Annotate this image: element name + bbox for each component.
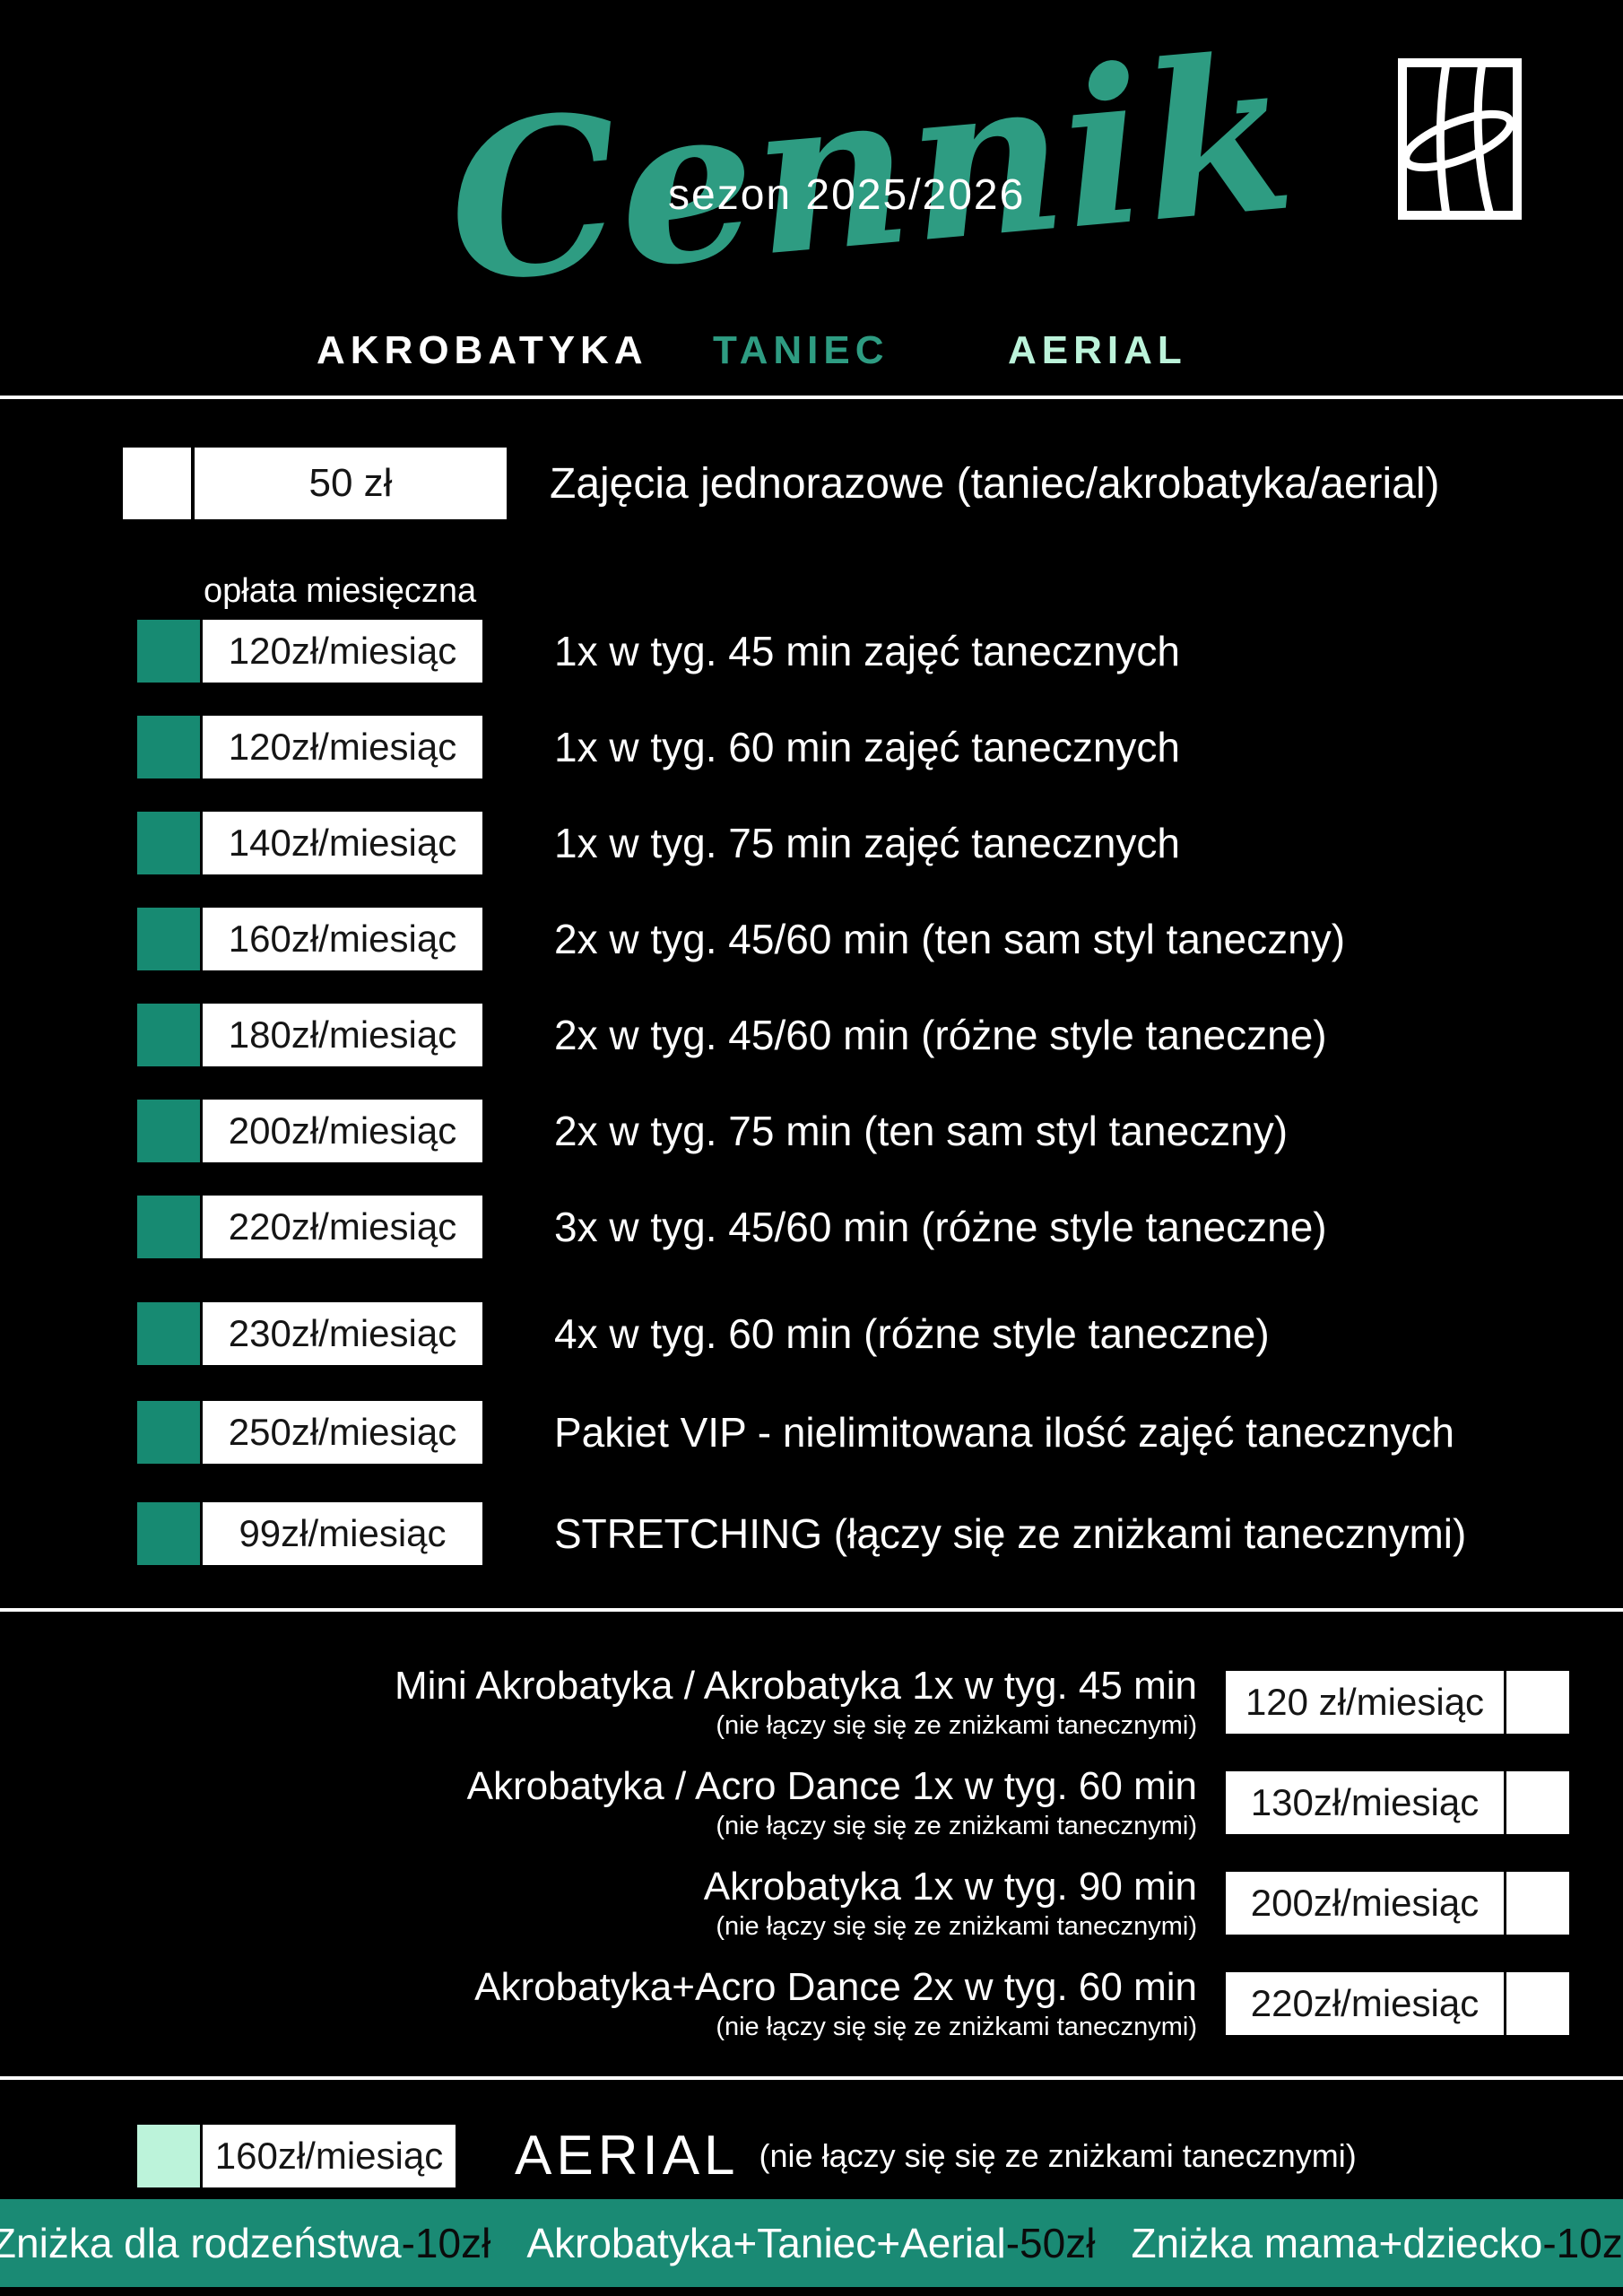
divider-aerial	[0, 2076, 1623, 2080]
acro-plan-row: Mini Akrobatyka / Akrobatyka 1x w tyg. 4…	[395, 1652, 1569, 1752]
divider-acro	[0, 1608, 1623, 1612]
single-class-price-box: 50 zł	[195, 448, 507, 519]
plan-description: Pakiet VIP - nielimitowana ilość zajęć t…	[554, 1409, 1454, 1456]
studio-logo-icon	[1397, 57, 1523, 225]
plan-description: 4x w tyg. 60 min (różne style taneczne)	[554, 1310, 1270, 1357]
category-aerial: AERIAL	[1008, 328, 1187, 372]
divider-top	[0, 396, 1623, 399]
single-class-description: Zajęcia jednorazowe (taniec/akrobatyka/a…	[550, 459, 1440, 508]
price-box: 250zł/miesiąc	[203, 1401, 482, 1464]
white-square-marker	[1506, 1972, 1569, 2035]
acro-plans-list: Mini Akrobatyka / Akrobatyka 1x w tyg. 4…	[395, 1652, 1569, 2054]
acro-plan-title: Akrobatyka / Acro Dance 1x w tyg. 60 min	[466, 1764, 1197, 1808]
teal-square-marker	[137, 812, 200, 874]
acro-plan-note: (nie łączy się się ze zniżkami tanecznym…	[716, 1812, 1197, 1840]
acro-plan-title: Mini Akrobatyka / Akrobatyka 1x w tyg. 4…	[394, 1664, 1197, 1708]
acro-plan-title: Akrobatyka 1x w tyg. 90 min	[703, 1865, 1197, 1909]
acro-plan-row: Akrobatyka+Acro Dance 2x w tyg. 60 min (…	[395, 1953, 1569, 2054]
mint-square-marker	[137, 2124, 200, 2187]
discount-item: Zniżka mama+dziecko-10zł	[1131, 2219, 1623, 2267]
white-square-marker	[1506, 1872, 1569, 1935]
single-class-row: 50 zł Zajęcia jednorazowe (taniec/akroba…	[123, 448, 1440, 519]
acro-plan-note: (nie łączy się się ze zniżkami tanecznym…	[716, 1711, 1197, 1740]
teal-square-marker	[137, 1502, 200, 1565]
dance-plan-row: 200zł/miesiąc 2x w tyg. 75 min (ten sam …	[137, 1100, 1466, 1162]
price-box: 200zł/miesiąc	[1226, 1872, 1504, 1935]
discount-label: Zniżka mama+dziecko	[1131, 2220, 1543, 2266]
teal-square-marker	[137, 1196, 200, 1258]
dance-plan-row: 120zł/miesiąc 1x w tyg. 60 min zajęć tan…	[137, 716, 1466, 778]
acro-plan-row: Akrobatyka / Acro Dance 1x w tyg. 60 min…	[395, 1752, 1569, 1853]
white-square-marker	[123, 448, 191, 519]
discount-value: -10zł	[401, 2220, 491, 2266]
dance-plan-row: 140zł/miesiąc 1x w tyg. 75 min zajęć tan…	[137, 812, 1466, 874]
aerial-note: (nie łączy się się ze zniżkami tanecznym…	[759, 2136, 1357, 2174]
plan-description: STRETCHING (łączy się ze zniżkami tanecz…	[554, 1510, 1467, 1557]
teal-square-marker	[137, 1100, 200, 1162]
teal-square-marker	[137, 1004, 200, 1066]
teal-square-marker	[137, 620, 200, 683]
dance-plan-row: 99zł/miesiąc STRETCHING (łączy się ze zn…	[137, 1502, 1466, 1565]
dance-plan-row: 120zł/miesiąc 1x w tyg. 45 min zajęć tan…	[137, 620, 1466, 683]
discounts-bar: Zniżka dla rodzeństwa-10zł Akrobatyka+Ta…	[0, 2199, 1623, 2287]
acro-plan-title: Akrobatyka+Acro Dance 2x w tyg. 60 min	[474, 1965, 1197, 2009]
teal-square-marker	[137, 1401, 200, 1464]
dance-plan-row: 250zł/miesiąc Pakiet VIP - nielimitowana…	[137, 1401, 1466, 1464]
plan-description: 1x w tyg. 60 min zajęć tanecznych	[554, 724, 1180, 770]
price-box: 120 zł/miesiąc	[1226, 1671, 1504, 1734]
acro-plan-row: Akrobatyka 1x w tyg. 90 min (nie łączy s…	[395, 1853, 1569, 1953]
aerial-title: AERIAL	[515, 2125, 740, 2187]
discount-item: Zniżka dla rodzeństwa-10zł	[0, 2219, 490, 2267]
price-box: 220zł/miesiąc	[203, 1196, 482, 1258]
plan-description: 1x w tyg. 45 min zajęć tanecznych	[554, 628, 1180, 674]
discount-label: Zniżka dla rodzeństwa	[0, 2220, 402, 2266]
discount-value: -10zł	[1542, 2220, 1623, 2266]
price-box: 99zł/miesiąc	[203, 1502, 482, 1565]
price-box: 160zł/miesiąc	[203, 2124, 456, 2187]
acro-plan-note: (nie łączy się się ze zniżkami tanecznym…	[716, 1912, 1197, 1941]
aerial-plan-row: 160zł/miesiąc AERIAL (nie łączy się się …	[137, 2124, 1357, 2187]
dance-plan-row: 230zł/miesiąc 4x w tyg. 60 min (różne st…	[137, 1302, 1466, 1365]
monthly-fee-label: opłata miesięczna	[204, 572, 477, 610]
price-box: 120zł/miesiąc	[203, 620, 482, 683]
price-box: 180zł/miesiąc	[203, 1004, 482, 1066]
white-square-marker	[1506, 1771, 1569, 1834]
price-box: 160zł/miesiąc	[203, 908, 482, 970]
discount-label: Akrobatyka+Taniec+Aerial	[526, 2220, 1006, 2266]
price-box: 130zł/miesiąc	[1226, 1771, 1504, 1834]
plan-description: 2x w tyg. 45/60 min (różne style taneczn…	[554, 1012, 1327, 1058]
category-akrobatyka: AKROBATYKA	[317, 328, 648, 372]
teal-square-marker	[137, 1302, 200, 1365]
plan-description: 2x w tyg. 45/60 min (ten sam styl tanecz…	[554, 916, 1346, 962]
dance-plan-row: 180zł/miesiąc 2x w tyg. 45/60 min (różne…	[137, 1004, 1466, 1066]
dance-plan-row: 220zł/miesiąc 3x w tyg. 45/60 min (różne…	[137, 1196, 1466, 1258]
teal-square-marker	[137, 716, 200, 778]
acro-plan-note: (nie łączy się się ze zniżkami tanecznym…	[716, 2013, 1197, 2041]
price-box: 220zł/miesiąc	[1226, 1972, 1504, 2035]
teal-square-marker	[137, 908, 200, 970]
dance-plan-row: 160zł/miesiąc 2x w tyg. 45/60 min (ten s…	[137, 908, 1466, 970]
price-box: 200zł/miesiąc	[203, 1100, 482, 1162]
plan-description: 2x w tyg. 75 min (ten sam styl taneczny)	[554, 1108, 1289, 1154]
price-box: 140zł/miesiąc	[203, 812, 482, 874]
category-taniec: TANIEC	[713, 328, 890, 372]
dance-plans-list: 120zł/miesiąc 1x w tyg. 45 min zajęć tan…	[137, 620, 1466, 1565]
discount-value: -50zł	[1005, 2220, 1096, 2266]
price-box: 120zł/miesiąc	[203, 716, 482, 778]
white-square-marker	[1506, 1671, 1569, 1734]
season-label: sezon 2025/2026	[668, 171, 1026, 219]
price-box: 230zł/miesiąc	[203, 1302, 482, 1365]
plan-description: 3x w tyg. 45/60 min (różne style taneczn…	[554, 1204, 1327, 1250]
discount-item: Akrobatyka+Taniec+Aerial-50zł	[526, 2219, 1095, 2267]
plan-description: 1x w tyg. 75 min zajęć tanecznych	[554, 820, 1180, 866]
